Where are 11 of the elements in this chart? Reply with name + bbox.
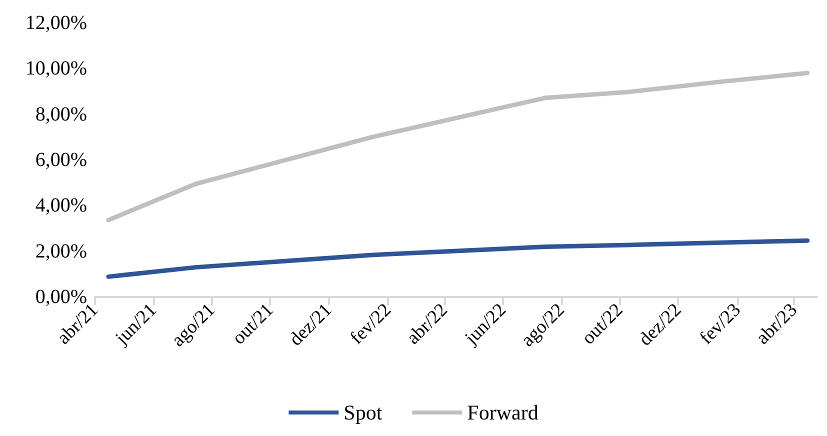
y-tick-label: 10,00% bbox=[25, 58, 87, 80]
line-series bbox=[106, 238, 810, 279]
y-tick-label: 12,00% bbox=[25, 12, 87, 34]
y-tick-label: 2,00% bbox=[35, 240, 87, 262]
line-series bbox=[106, 70, 810, 222]
y-tick-label: 6,00% bbox=[35, 149, 87, 171]
y-tick-label: 8,00% bbox=[35, 103, 87, 126]
y-tick-label: 0,00% bbox=[35, 286, 87, 308]
y-tick-label: 4,00% bbox=[35, 194, 87, 217]
legend-label: Spot bbox=[344, 400, 382, 424]
legend-label: Forward bbox=[467, 400, 539, 424]
